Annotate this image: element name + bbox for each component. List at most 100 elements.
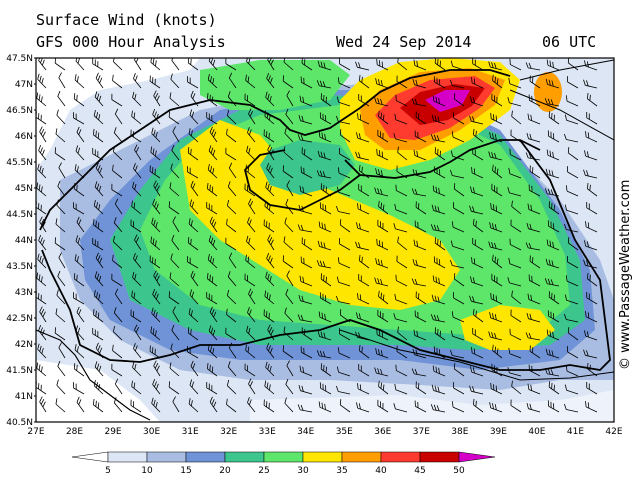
wind-barb: [586, 201, 598, 215]
wind-barb: [133, 163, 142, 179]
wind-barb: [564, 384, 579, 395]
wind-barb: [227, 361, 237, 377]
wind-barb: [131, 290, 142, 305]
wind-barb: [375, 348, 389, 359]
legend-tick-label: 10: [141, 466, 153, 476]
wind-barb: [430, 224, 446, 233]
gale-wind-band: [180, 120, 460, 310]
wind-barb: [395, 364, 408, 377]
wind-barb: [358, 273, 370, 287]
wind-barb: [190, 90, 199, 107]
wind-barb: [37, 343, 47, 359]
map-date: Wed 24 Sep 2014: [336, 33, 472, 51]
wind-barb: [335, 295, 351, 305]
wind-barb: [57, 360, 66, 377]
wind-barb: [318, 311, 332, 323]
wind-barb: [74, 74, 85, 89]
wind-barb: [300, 346, 313, 359]
wind-barb: [358, 183, 370, 197]
wind-barb: [57, 270, 66, 287]
wind-barb: [414, 220, 427, 233]
wind-barb: [414, 130, 427, 143]
wind-barb: [282, 75, 294, 89]
wind-barb: [299, 275, 313, 287]
longitude-label: 33E: [259, 427, 276, 437]
wind-barb: [357, 383, 370, 395]
wind-barb: [488, 241, 503, 251]
wind-barb: [583, 349, 598, 359]
wind-barb: [525, 242, 541, 251]
wind-barb: [246, 145, 256, 161]
wind-barb: [508, 77, 522, 89]
wind-barb: [546, 59, 560, 71]
wind-barb: [266, 162, 275, 179]
wind-barb: [529, 345, 541, 359]
wind-barb: [76, 306, 85, 323]
wind-barb: [226, 308, 237, 323]
wind-barb: [265, 271, 275, 287]
wind-barb: [297, 404, 313, 413]
wind-barb: [228, 252, 237, 269]
wind-barb: [94, 361, 104, 377]
wind-barb: [451, 221, 465, 233]
wind-barb: [247, 307, 256, 323]
wind-barb: [319, 112, 332, 125]
wind-barb: [376, 58, 389, 71]
wind-barb: [36, 92, 47, 107]
wind-barb: [320, 93, 332, 107]
wind-barb: [547, 130, 560, 143]
wind-barb: [55, 128, 66, 143]
wind-barb: [94, 271, 104, 287]
wind-barb: [172, 126, 180, 143]
wind-barb: [168, 381, 180, 395]
wind-barb: [113, 127, 123, 143]
wind-barb: [153, 360, 161, 377]
wind-barb: [55, 218, 66, 233]
wind-barbs: [36, 58, 598, 413]
wind-barb: [339, 238, 351, 251]
wind-barb: [170, 253, 180, 269]
wind-barb: [54, 327, 66, 341]
wind-barb: [563, 403, 579, 413]
wind-barb: [130, 309, 142, 323]
longitude-label: 35E: [336, 427, 353, 437]
wind-barb: [207, 272, 218, 287]
latitude-label: 45.5N: [6, 158, 33, 168]
wind-barb: [414, 400, 427, 413]
wind-barb: [207, 344, 218, 359]
wind-barb: [565, 275, 579, 287]
longitude-label: 31E: [182, 427, 199, 437]
wind-barb: [472, 58, 484, 71]
wind-barb: [94, 91, 104, 107]
wind-barb: [587, 92, 598, 107]
wind-barb: [169, 362, 180, 377]
wind-barb: [526, 312, 541, 323]
wind-barb: [335, 205, 351, 215]
wind-barb: [74, 344, 85, 359]
wind-barb: [337, 347, 351, 359]
wind-barb: [397, 236, 408, 251]
wind-barb: [112, 254, 123, 269]
wind-barb: [449, 349, 465, 359]
wind-barb: [151, 127, 161, 143]
wind-barb: [299, 185, 313, 197]
wind-barb: [56, 379, 66, 395]
wind-barb: [489, 402, 503, 413]
wind-barb: [472, 237, 484, 251]
wind-field: [36, 58, 614, 422]
wind-barb: [74, 254, 85, 269]
wind-barb: [130, 219, 142, 233]
wind-barb: [396, 255, 408, 269]
wind-barb: [509, 238, 522, 251]
legend-swatch: [341, 451, 382, 463]
legend-swatch: [71, 451, 109, 463]
wind-barb: [73, 93, 85, 107]
wind-barb: [319, 202, 332, 215]
wind-barb: [150, 58, 161, 71]
wind-barb: [171, 234, 180, 251]
wind-barb: [317, 330, 332, 341]
wind-barb: [169, 92, 180, 107]
wind-barb: [151, 307, 161, 323]
wind-barb: [339, 129, 351, 143]
wind-barb: [432, 95, 446, 107]
